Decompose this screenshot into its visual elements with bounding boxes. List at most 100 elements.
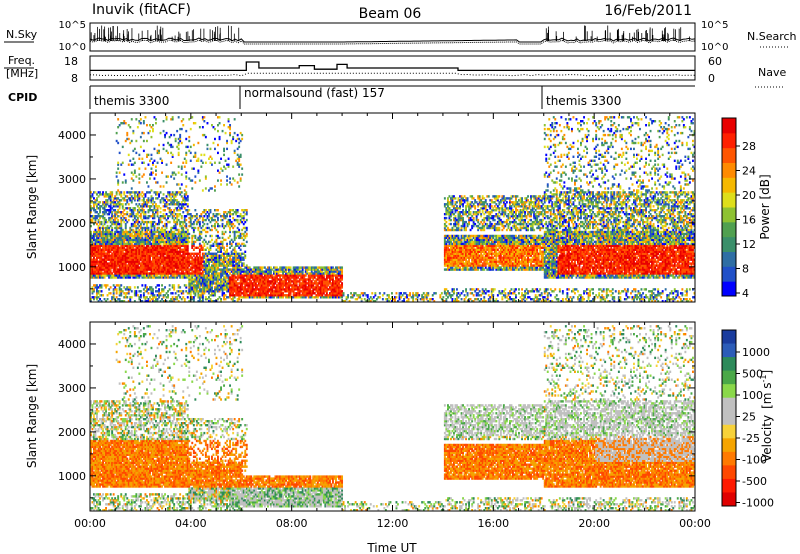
echo-cell	[103, 272, 106, 275]
echo-cell	[108, 266, 111, 269]
echo-cell	[130, 228, 133, 232]
echo-cell	[94, 252, 97, 255]
echo-cell	[111, 254, 114, 257]
echo-cell	[103, 216, 106, 220]
echo-cell	[124, 139, 127, 143]
echo-cell	[112, 294, 115, 297]
echo-cell	[127, 266, 130, 269]
echo-cell	[124, 248, 127, 251]
echo-cell	[185, 171, 188, 174]
echo-cell	[121, 215, 124, 218]
echo-cell	[115, 270, 118, 273]
echo-cell	[206, 143, 209, 147]
echo-cell	[93, 248, 95, 251]
echo-cell	[211, 228, 213, 232]
echo-cell	[238, 145, 241, 149]
echo-cell	[127, 242, 130, 246]
echo-cell	[136, 262, 139, 265]
echo-cell	[96, 244, 98, 247]
echo-cell	[244, 244, 247, 247]
echo-cell	[127, 268, 130, 271]
echo-cell	[233, 118, 236, 121]
echo-cell	[96, 284, 98, 287]
echo-cell	[111, 274, 114, 277]
echo-cell	[201, 126, 204, 129]
echo-cell	[103, 258, 106, 261]
echo-cell	[96, 222, 98, 226]
echo-cell	[102, 240, 105, 244]
echo-cell	[118, 191, 121, 194]
echo-cell	[183, 298, 186, 301]
echo-cell	[214, 189, 216, 192]
echo-cell	[188, 135, 191, 139]
echo-cell	[97, 195, 100, 198]
echo-cell	[120, 191, 123, 194]
echo-cell	[94, 218, 97, 222]
echo-cell	[90, 254, 92, 257]
echo-cell	[162, 143, 165, 147]
echo-cell	[135, 292, 138, 295]
echo-cell	[121, 197, 124, 200]
echo-cell	[93, 284, 95, 287]
echo-cell	[94, 250, 97, 253]
echo-cell	[99, 232, 102, 236]
echo-cell	[115, 288, 118, 291]
echo-cell	[108, 197, 111, 200]
echo-cell	[123, 122, 126, 125]
echo-cell	[94, 270, 97, 273]
echo-cell	[115, 256, 118, 259]
echo-cell	[100, 294, 103, 297]
echo-cell	[91, 220, 94, 224]
echo-cell	[115, 175, 118, 178]
echo-cell	[106, 298, 109, 301]
echo-cell	[158, 288, 161, 291]
echo-cell	[97, 270, 100, 273]
echo-cell	[109, 216, 112, 220]
echo-cell	[102, 203, 105, 206]
echo-cell	[108, 218, 111, 222]
echo-cell	[93, 197, 95, 200]
echo-cell	[103, 238, 106, 242]
echo-cell	[109, 262, 112, 265]
echo-cell	[109, 234, 112, 238]
echo-cell	[227, 157, 230, 160]
echo-cell	[111, 236, 114, 240]
echo-cell	[112, 250, 115, 253]
echo-cell	[124, 294, 127, 297]
echo-cell	[120, 266, 123, 269]
echo-cell	[189, 127, 192, 131]
echo-cell	[103, 207, 106, 210]
echo-cell	[96, 199, 98, 202]
echo-cell	[146, 181, 148, 184]
echo-cell	[118, 171, 121, 174]
echo-cell	[111, 272, 114, 275]
echo-cell	[146, 139, 148, 143]
echo-cell	[133, 250, 136, 253]
echo-cell	[93, 250, 95, 253]
echo-cell	[121, 238, 124, 242]
echo-cell	[233, 131, 236, 135]
echo-cell	[118, 124, 121, 127]
echo-cell	[211, 238, 213, 242]
echo-cell	[109, 248, 112, 251]
echo-cell	[112, 254, 115, 257]
echo-cell	[124, 276, 127, 279]
echo-cell	[161, 284, 164, 287]
echo-cell	[93, 276, 95, 279]
echo-cell	[188, 209, 191, 212]
echo-cell	[121, 145, 124, 149]
echo-cell	[226, 139, 229, 143]
echo-cell	[135, 248, 138, 251]
echo-cell	[218, 224, 221, 228]
nave-label: Nave	[758, 66, 786, 79]
echo-cell	[102, 246, 105, 249]
echo-cell	[115, 238, 118, 242]
echo-cell	[186, 228, 189, 232]
echo-cell	[118, 286, 121, 289]
echo-cell	[132, 213, 135, 216]
echo-cell	[173, 133, 176, 137]
echo-cell	[114, 272, 117, 275]
echo-cell	[96, 296, 98, 299]
echo-cell	[158, 143, 161, 147]
echo-cell	[226, 183, 229, 186]
